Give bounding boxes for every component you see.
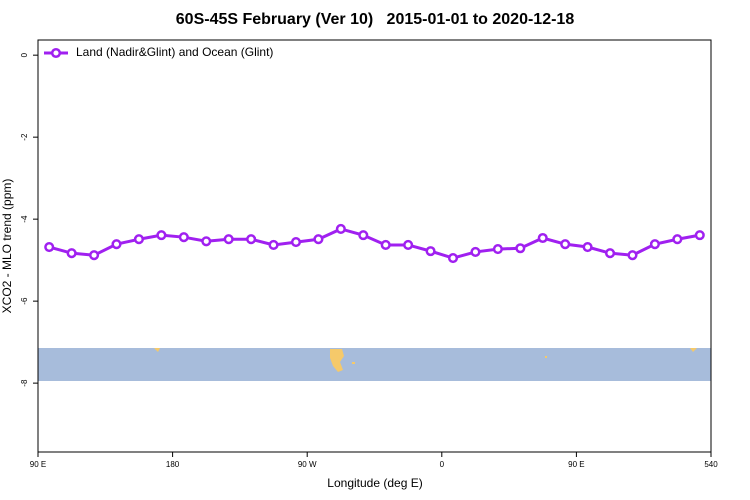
point <box>560 239 571 250</box>
point <box>268 239 279 251</box>
point <box>178 232 189 243</box>
point <box>694 230 705 241</box>
point <box>672 234 683 245</box>
point <box>201 236 212 247</box>
point <box>403 239 414 251</box>
point <box>515 243 526 254</box>
point <box>492 244 503 255</box>
x-axis-label: Longitude (deg E) <box>327 476 422 490</box>
y-axis-label: XCO2 - MLO trend (ppm) <box>0 179 14 314</box>
point <box>470 246 481 257</box>
point <box>582 241 593 253</box>
y-tick-label: -8 <box>20 379 29 387</box>
plot-frame <box>37 39 712 453</box>
map-strip <box>38 348 711 381</box>
legend-label: Land (Nadir&Glint) and Ocean (Glint) <box>76 45 273 59</box>
series-line <box>48 227 701 260</box>
point <box>133 234 144 245</box>
point <box>425 246 436 257</box>
point <box>313 234 324 245</box>
point <box>156 230 167 241</box>
x-tick-label: 90 E <box>568 460 584 469</box>
point <box>358 230 369 241</box>
legend-marker <box>50 47 62 59</box>
point <box>380 239 391 251</box>
point <box>649 239 660 250</box>
point <box>223 234 234 245</box>
point <box>66 248 77 259</box>
chart-title: 60S-45S February (Ver 10) 2015-01-01 to … <box>176 11 575 28</box>
legend: Land (Nadir&Glint) and Ocean (Glint) <box>44 45 273 59</box>
point <box>246 234 257 245</box>
point <box>537 232 548 244</box>
point <box>89 250 100 261</box>
y-tick-label: -4 <box>20 215 29 223</box>
x-tick-label: 90 W <box>298 460 317 469</box>
y-tick-label: 0 <box>20 52 29 57</box>
x-tick-label: 180 <box>166 460 180 469</box>
point <box>627 250 638 261</box>
point <box>111 239 122 250</box>
y-tick-label: -6 <box>20 297 29 305</box>
x-tick-label: 0 <box>440 460 445 469</box>
x-tick-label: 540 <box>704 460 718 469</box>
x-tick-label: 90 E <box>30 460 46 469</box>
y-tick-label: -2 <box>20 133 29 141</box>
point <box>335 223 346 235</box>
point <box>290 237 302 248</box>
point <box>447 253 459 264</box>
point <box>605 248 616 259</box>
point <box>44 241 55 253</box>
